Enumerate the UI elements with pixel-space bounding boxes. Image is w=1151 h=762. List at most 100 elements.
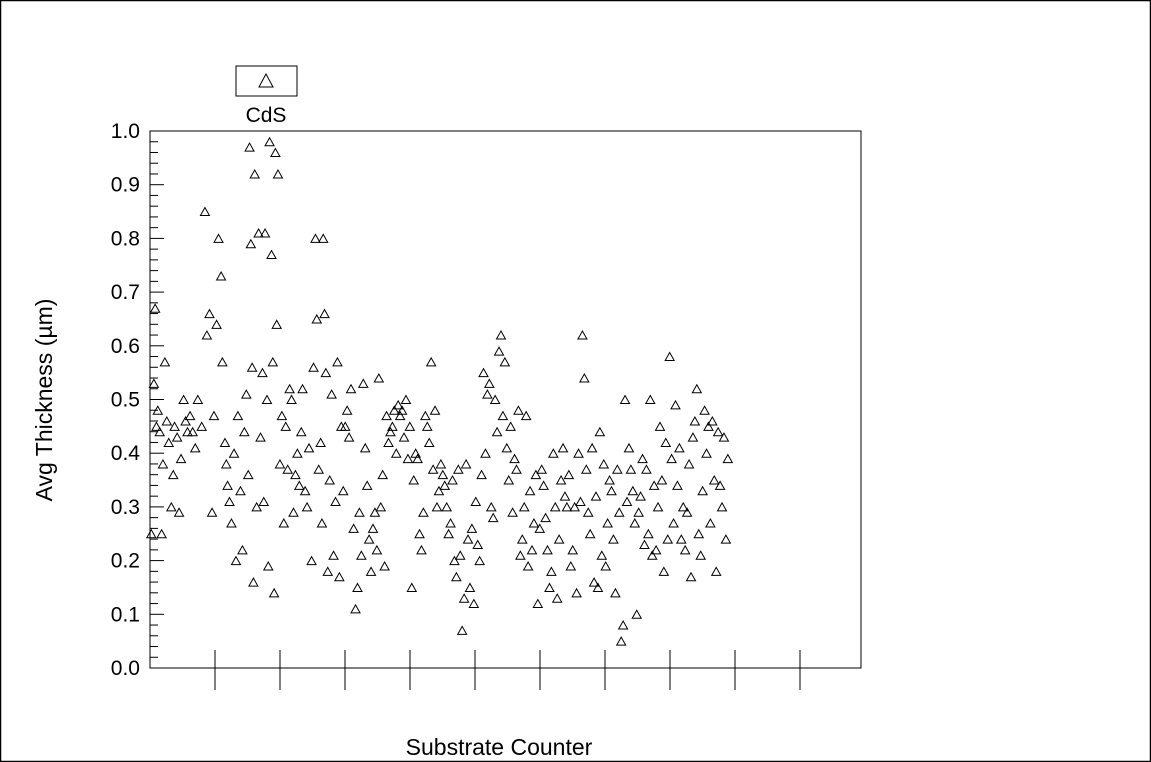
- data-point-triangle: [313, 464, 325, 474]
- data-point-triangle: [412, 453, 423, 464]
- data-point-triangle: [666, 453, 677, 464]
- data-point-triangle: [534, 523, 546, 533]
- data-point-triangle: [196, 421, 208, 431]
- data-point-triangle: [418, 507, 429, 517]
- data-point-triangle: [555, 475, 567, 485]
- data-point-triangle: [536, 464, 548, 474]
- data-point-triangle: [602, 517, 613, 528]
- data-point-triangle: [408, 475, 420, 485]
- data-point-triangle: [271, 319, 283, 329]
- data-point-triangle: [375, 501, 387, 512]
- data-point-triangle: [590, 491, 602, 501]
- data-point-triangle: [687, 432, 699, 442]
- data-point-triangle: [485, 501, 497, 512]
- data-point-triangle: [650, 544, 662, 555]
- legend: CdS: [235, 65, 298, 127]
- data-point-triangle: [299, 485, 311, 496]
- data-point-triangle: [220, 458, 232, 469]
- data-point-triangle: [658, 566, 670, 576]
- data-point-triangle: [468, 598, 480, 609]
- data-point-triangle: [706, 415, 718, 426]
- data-point-triangle: [520, 410, 532, 421]
- data-point-triangle: [670, 399, 681, 410]
- data-point-triangle: [524, 485, 536, 496]
- data-point-triangle: [491, 426, 503, 437]
- data-point-triangle: [674, 442, 685, 453]
- data-point-triangle: [272, 168, 284, 179]
- legend-marker-icon: [258, 72, 274, 88]
- data-point-triangle: [402, 453, 414, 464]
- data-point-triangle: [637, 453, 648, 464]
- data-point-triangle: [549, 501, 561, 512]
- y-tick-label: 0.5: [111, 389, 140, 412]
- y-tick-label: 0.9: [111, 174, 140, 197]
- data-point-triangle: [204, 308, 215, 319]
- data-point-triangle: [173, 507, 185, 517]
- data-point-triangle: [171, 432, 183, 442]
- data-point-triangle: [623, 442, 635, 453]
- data-point-triangle: [149, 303, 161, 313]
- data-point-triangle: [266, 249, 277, 260]
- data-point-triangle: [278, 517, 290, 528]
- data-point-triangle: [226, 517, 237, 528]
- data-point-triangle: [449, 555, 460, 566]
- data-point-triangle: [660, 437, 672, 447]
- data-point-triangle: [648, 480, 660, 490]
- data-point-triangle: [343, 432, 355, 442]
- data-point-triangle: [625, 464, 637, 474]
- data-point-triangle: [703, 421, 714, 431]
- data-point-triangle: [557, 442, 569, 453]
- y-tick-label: 0.7: [111, 281, 140, 304]
- data-point-triangle: [701, 448, 712, 458]
- data-point-triangle: [656, 475, 668, 485]
- legend-label: CdS: [246, 104, 287, 127]
- data-point-triangle: [679, 544, 691, 555]
- data-point-triangle: [206, 507, 218, 517]
- data-point-triangle: [390, 448, 402, 458]
- data-point-triangle: [398, 432, 410, 442]
- data-point-triangle: [575, 496, 586, 507]
- data-point-triangle: [720, 534, 732, 544]
- data-point-triangle: [293, 480, 305, 490]
- data-point-triangle: [187, 426, 199, 437]
- data-point-triangle: [274, 458, 286, 469]
- data-point-triangle: [615, 636, 627, 646]
- data-point-triangle: [151, 421, 162, 431]
- data-point-triangle: [371, 544, 383, 555]
- data-point-triangle: [633, 507, 645, 517]
- data-point-triangle: [406, 582, 418, 592]
- data-point-triangle: [458, 593, 470, 603]
- data-point-triangle: [354, 507, 365, 517]
- data-point-triangle: [259, 228, 271, 238]
- data-point-triangle: [369, 507, 381, 517]
- data-point-triangle: [584, 528, 596, 539]
- data-point-triangle: [480, 448, 491, 458]
- data-point-triangle: [242, 469, 254, 480]
- y-tick-label: 0.4: [111, 442, 141, 465]
- data-point-triangle: [230, 555, 242, 566]
- y-tick-label: 0.6: [111, 335, 140, 358]
- data-point-triangle: [301, 501, 313, 512]
- data-point-triangle: [629, 517, 641, 528]
- data-point-triangle: [505, 421, 517, 431]
- data-point-triangle: [189, 442, 201, 453]
- data-point-triangle: [447, 475, 458, 485]
- data-point-triangle: [489, 394, 501, 404]
- data-point-triangle: [691, 383, 703, 394]
- data-points: [145, 136, 734, 646]
- data-point-triangle: [392, 399, 404, 410]
- data-point-triangle: [169, 421, 180, 431]
- data-point-triangle: [404, 421, 416, 431]
- data-point-triangle: [145, 528, 157, 539]
- data-point-triangle: [414, 528, 425, 539]
- data-point-triangle: [251, 501, 263, 512]
- data-point-triangle: [608, 534, 619, 544]
- data-point-triangle: [359, 442, 371, 453]
- data-point-triangle: [522, 560, 534, 571]
- data-point-triangle: [699, 405, 710, 415]
- data-point-triangle: [582, 507, 594, 517]
- data-point-triangle: [664, 351, 676, 362]
- data-point-triangle: [474, 555, 486, 566]
- data-point-triangle: [495, 330, 507, 340]
- data-point-triangle: [248, 577, 259, 587]
